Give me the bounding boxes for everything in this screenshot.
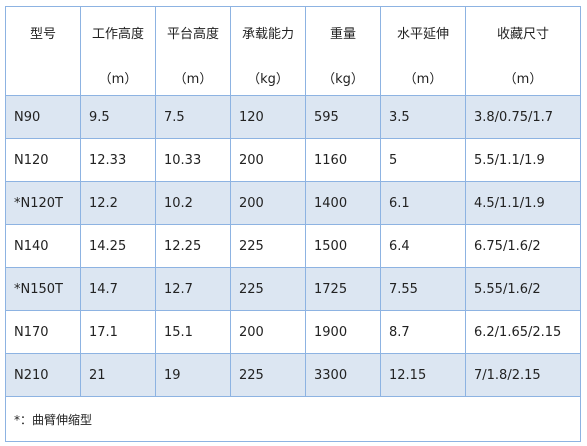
table-row: N210 21 19 225 3300 12.15 7/1.8/2.15 — [5, 353, 581, 397]
table-cell: 3300 — [305, 353, 381, 397]
table-cell: *N150T — [5, 267, 81, 311]
table-cell: 17.1 — [80, 310, 156, 354]
header-name: 水平延伸 — [396, 27, 449, 42]
header-name: 重量 — [329, 27, 356, 42]
table-row: N140 14.25 12.25 225 1500 6.4 6.75/1.6/2 — [5, 224, 581, 268]
header-cell: 水平延伸 （m） — [380, 6, 466, 96]
table-row: N120 12.33 10.33 200 1160 5 5.5/1.1/1.9 — [5, 138, 581, 182]
table-cell: 225 — [230, 224, 306, 268]
table-cell: 200 — [230, 310, 306, 354]
table-cell: 6.4 — [380, 224, 466, 268]
table-cell: 6.1 — [380, 181, 466, 225]
header-cell: 型号 — [5, 6, 81, 96]
table-cell: 1500 — [305, 224, 381, 268]
header-name: 型号 — [29, 27, 56, 42]
table-cell: 9.5 — [80, 95, 156, 139]
table-cell: 3.5 — [380, 95, 466, 139]
table-cell: 12.33 — [80, 138, 156, 182]
header-name: 平台高度 — [166, 27, 219, 42]
table-cell: 5 — [380, 138, 466, 182]
header-cell: 重量 （kg） — [305, 6, 381, 96]
table-cell: 14.25 — [80, 224, 156, 268]
table-cell: 6.2/1.65/2.15 — [465, 310, 581, 354]
table-cell: 4.5/1.1/1.9 — [465, 181, 581, 225]
header-row: 型号 工作高度 （m） 平台高度 （m） 承载能力 （kg） 重量 （kg） 水平延伸 （m） 收藏尺… — [5, 6, 581, 96]
header-name: 承载能力 — [241, 27, 294, 42]
table-cell: 120 — [230, 95, 306, 139]
table-cell: 225 — [230, 353, 306, 397]
header-cell: 工作高度 （m） — [80, 6, 156, 96]
table-cell: 595 — [305, 95, 381, 139]
table-cell: 1160 — [305, 138, 381, 182]
spec-table: 型号 工作高度 （m） 平台高度 （m） 承载能力 （kg） 重量 （kg） 水平延伸 （m） 收藏尺… — [5, 6, 581, 442]
table-body: N90 9.5 7.5 120 595 3.5 3.8/0.75/1.7 N120 12.33 1… — [5, 95, 581, 397]
header-unit: （m） — [503, 72, 543, 87]
table-cell: *N120T — [5, 181, 81, 225]
table-cell: N90 — [5, 95, 81, 139]
table-cell: 19 — [155, 353, 231, 397]
header-cell: 收藏尺寸 （m） — [465, 6, 581, 96]
header-unit: （kg） — [247, 72, 289, 87]
table-cell: 12.25 — [155, 224, 231, 268]
table-cell: 15.1 — [155, 310, 231, 354]
table-cell: 12.7 — [155, 267, 231, 311]
header-unit: （m） — [403, 72, 443, 87]
table-row: *N150T 14.7 12.7 225 1725 7.55 5.55/1.6/2 — [5, 267, 581, 311]
header-name: 收藏尺寸 — [496, 27, 549, 42]
table-cell: 7/1.8/2.15 — [465, 353, 581, 397]
table-cell: 6.75/1.6/2 — [465, 224, 581, 268]
table-cell: 7.55 — [380, 267, 466, 311]
table-cell: 12.15 — [380, 353, 466, 397]
table-row: N90 9.5 7.5 120 595 3.5 3.8/0.75/1.7 — [5, 95, 581, 139]
table-cell: 1400 — [305, 181, 381, 225]
table-cell: N210 — [5, 353, 81, 397]
footnote: *：曲臂伸缩型 — [5, 396, 581, 442]
table-cell: 5.55/1.6/2 — [465, 267, 581, 311]
header-unit: （kg） — [322, 72, 364, 87]
table-cell: 1900 — [305, 310, 381, 354]
header-cell: 承载能力 （kg） — [230, 6, 306, 96]
table-row: *N120T 12.2 10.2 200 1400 6.1 4.5/1.1/1.9 — [5, 181, 581, 225]
table-cell: N140 — [5, 224, 81, 268]
footnote-row: *：曲臂伸缩型 — [5, 396, 581, 442]
table-cell: 200 — [230, 138, 306, 182]
table-cell: 8.7 — [380, 310, 466, 354]
header-unit: （m） — [173, 72, 213, 87]
table-cell: 10.33 — [155, 138, 231, 182]
table-cell: N170 — [5, 310, 81, 354]
table-cell: 3.8/0.75/1.7 — [465, 95, 581, 139]
table-cell: 225 — [230, 267, 306, 311]
header-unit: （m） — [98, 72, 138, 87]
table-cell: 12.2 — [80, 181, 156, 225]
table-cell: 21 — [80, 353, 156, 397]
table-cell: 7.5 — [155, 95, 231, 139]
table-cell: N120 — [5, 138, 81, 182]
table-cell: 10.2 — [155, 181, 231, 225]
table-row: N170 17.1 15.1 200 1900 8.7 6.2/1.65/2.15 — [5, 310, 581, 354]
table-cell: 200 — [230, 181, 306, 225]
table-cell: 14.7 — [80, 267, 156, 311]
table-cell: 1725 — [305, 267, 381, 311]
header-cell: 平台高度 （m） — [155, 6, 231, 96]
header-name: 工作高度 — [91, 27, 144, 42]
table-cell: 5.5/1.1/1.9 — [465, 138, 581, 182]
